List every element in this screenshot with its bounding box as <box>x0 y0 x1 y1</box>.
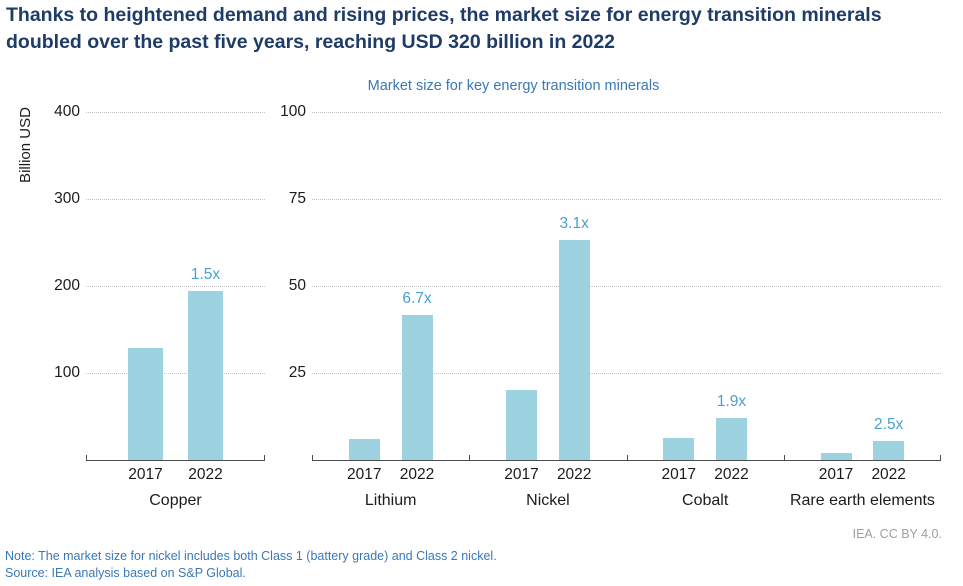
multiplier-label-nickel: 3.1x <box>559 215 589 232</box>
note-text: Note: The market size for nickel include… <box>5 549 497 563</box>
bar-cobalt-2022 <box>716 418 747 461</box>
bar-copper-2022 <box>188 291 223 461</box>
y-tick-label-other-minerals-50: 50 <box>288 277 306 294</box>
year-tick-label-nickel-2017: 2017 <box>504 466 539 483</box>
bar-copper-2017 <box>128 348 163 461</box>
bar-rare-earth-elements-2022 <box>873 441 905 461</box>
headline: Thanks to heightened demand and rising p… <box>6 4 882 53</box>
axis-bracket-nickel <box>469 455 627 461</box>
axis-bracket-copper <box>86 455 265 461</box>
gridline-other-minerals-25 <box>312 373 941 374</box>
bar-nickel-2022 <box>558 240 590 461</box>
year-tick-label-lithium-2017: 2017 <box>347 466 382 483</box>
gridline-other-minerals-75 <box>312 199 941 200</box>
gridline-other-minerals-100 <box>312 112 941 113</box>
gridline-copper-300 <box>86 199 265 200</box>
chart-title: Market size for key energy transition mi… <box>367 78 660 94</box>
multiplier-label-rare-earth-elements: 2.5x <box>874 416 904 433</box>
year-tick-label-cobalt-2022: 2022 <box>714 466 749 483</box>
multiplier-label-copper: 1.5x <box>190 266 221 283</box>
license-label: IEA. CC BY 4.0. <box>852 527 942 541</box>
group-label-copper: Copper <box>149 492 202 509</box>
year-tick-label-copper-2022: 2022 <box>188 466 223 483</box>
y-tick-label-copper-100: 100 <box>54 364 80 381</box>
axis-bracket-rare-earth-elements <box>783 455 942 461</box>
y-tick-label-copper-300: 300 <box>54 190 80 207</box>
y-tick-label-copper-200: 200 <box>54 277 80 294</box>
bar-lithium-2022 <box>401 315 433 461</box>
year-tick-label-rare-earth-elements-2022: 2022 <box>871 466 906 483</box>
group-label-cobalt: Cobalt <box>682 492 729 509</box>
bar-cobalt-2017 <box>663 438 695 461</box>
year-tick-label-rare-earth-elements-2017: 2017 <box>818 466 854 483</box>
year-tick-label-nickel-2022: 2022 <box>556 466 592 483</box>
gridline-copper-100 <box>86 373 265 374</box>
year-tick-label-cobalt-2017: 2017 <box>661 466 697 483</box>
y-tick-label-copper-400: 400 <box>54 103 80 120</box>
gridline-other-minerals-50 <box>312 286 941 287</box>
year-tick-label-copper-2017: 2017 <box>128 466 163 483</box>
group-label-lithium: Lithium <box>364 492 417 509</box>
source-text: Source: IEA analysis based on S&P Global… <box>5 566 246 580</box>
y-tick-label-other-minerals-75: 75 <box>288 190 306 207</box>
group-label-rare-earth-elements: Rare earth elements <box>789 492 935 509</box>
gridline-copper-400 <box>86 112 265 113</box>
axis-bracket-cobalt <box>626 455 784 461</box>
gridline-copper-200 <box>86 286 265 287</box>
y-tick-label-other-minerals-100: 100 <box>280 103 306 120</box>
bar-rare-earth-elements-2017 <box>820 453 852 461</box>
multiplier-label-lithium: 6.7x <box>402 290 432 307</box>
axis-bracket-lithium <box>312 455 470 461</box>
y-tick-label-other-minerals-25: 25 <box>288 364 306 381</box>
bar-nickel-2017 <box>506 390 537 461</box>
multiplier-label-cobalt: 1.9x <box>716 393 747 410</box>
year-tick-label-lithium-2022: 2022 <box>399 466 435 483</box>
group-label-nickel: Nickel <box>526 492 570 509</box>
bar-lithium-2017 <box>348 439 380 461</box>
